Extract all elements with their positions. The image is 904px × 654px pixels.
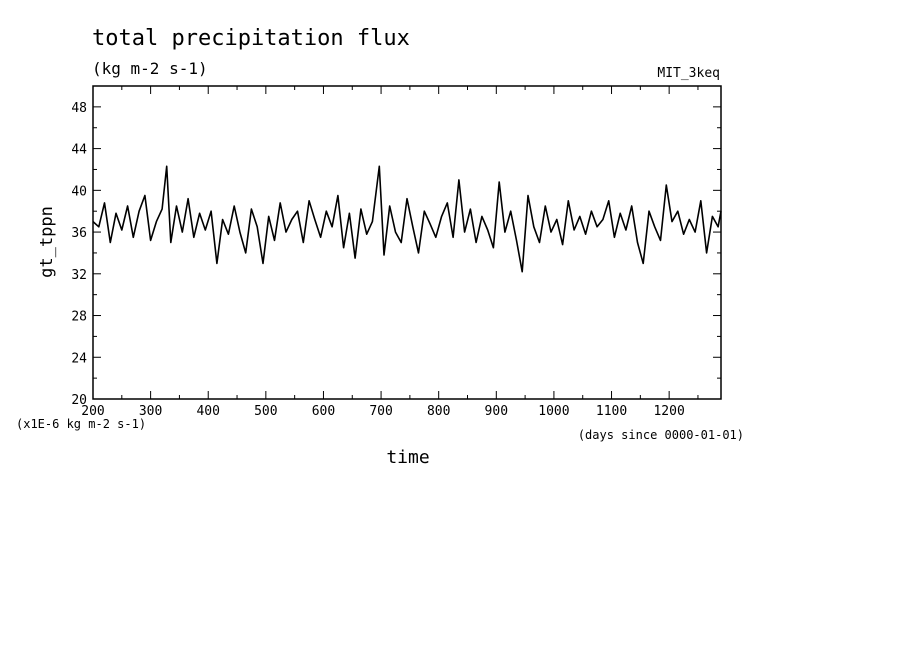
axes bbox=[92, 85, 722, 400]
y-tick-label: 48 bbox=[71, 101, 87, 116]
x-tick-label: 900 bbox=[485, 404, 508, 419]
x-tick-label: 1100 bbox=[596, 404, 627, 419]
y-tick-label: 24 bbox=[71, 351, 87, 366]
x-tick-label: 500 bbox=[254, 404, 277, 419]
run-label: MIT_3keq bbox=[657, 66, 720, 81]
y-tick-label: 44 bbox=[71, 143, 87, 158]
x-tick-label: 200 bbox=[81, 404, 104, 419]
y-tick-label: 20 bbox=[71, 393, 87, 408]
x-unit-note: (days since 0000-01-01) bbox=[578, 428, 744, 442]
y-tick-label: 36 bbox=[71, 226, 87, 241]
y-tick-label: 28 bbox=[71, 310, 87, 325]
y-tick-label: 40 bbox=[71, 184, 87, 199]
tick-labels: 200 300 400 500 600 700 800 900 1000 1100 1200 20 24… bbox=[71, 101, 684, 419]
x-tick-label: 400 bbox=[196, 404, 219, 419]
x-tick-label: 800 bbox=[427, 404, 450, 419]
chart-subtitle: (kg m-2 s-1) bbox=[92, 59, 208, 78]
x-tick-label: 1200 bbox=[653, 404, 684, 419]
x-axis-label: time bbox=[386, 447, 429, 468]
tick-marks bbox=[92, 86, 721, 400]
y-axis-label: gt_tppn bbox=[37, 206, 57, 278]
x-tick-label: 600 bbox=[312, 404, 335, 419]
x-tick-label: 700 bbox=[369, 404, 392, 419]
chart-title: total precipitation flux bbox=[92, 26, 410, 51]
y-unit-note: (x1E-6 kg m-2 s-1) bbox=[16, 417, 146, 431]
x-tick-label: 1000 bbox=[538, 404, 569, 419]
series-line bbox=[92, 165, 722, 273]
x-tick-label: 300 bbox=[139, 404, 162, 419]
plot-frame bbox=[92, 85, 722, 400]
y-tick-label: 32 bbox=[71, 268, 87, 283]
